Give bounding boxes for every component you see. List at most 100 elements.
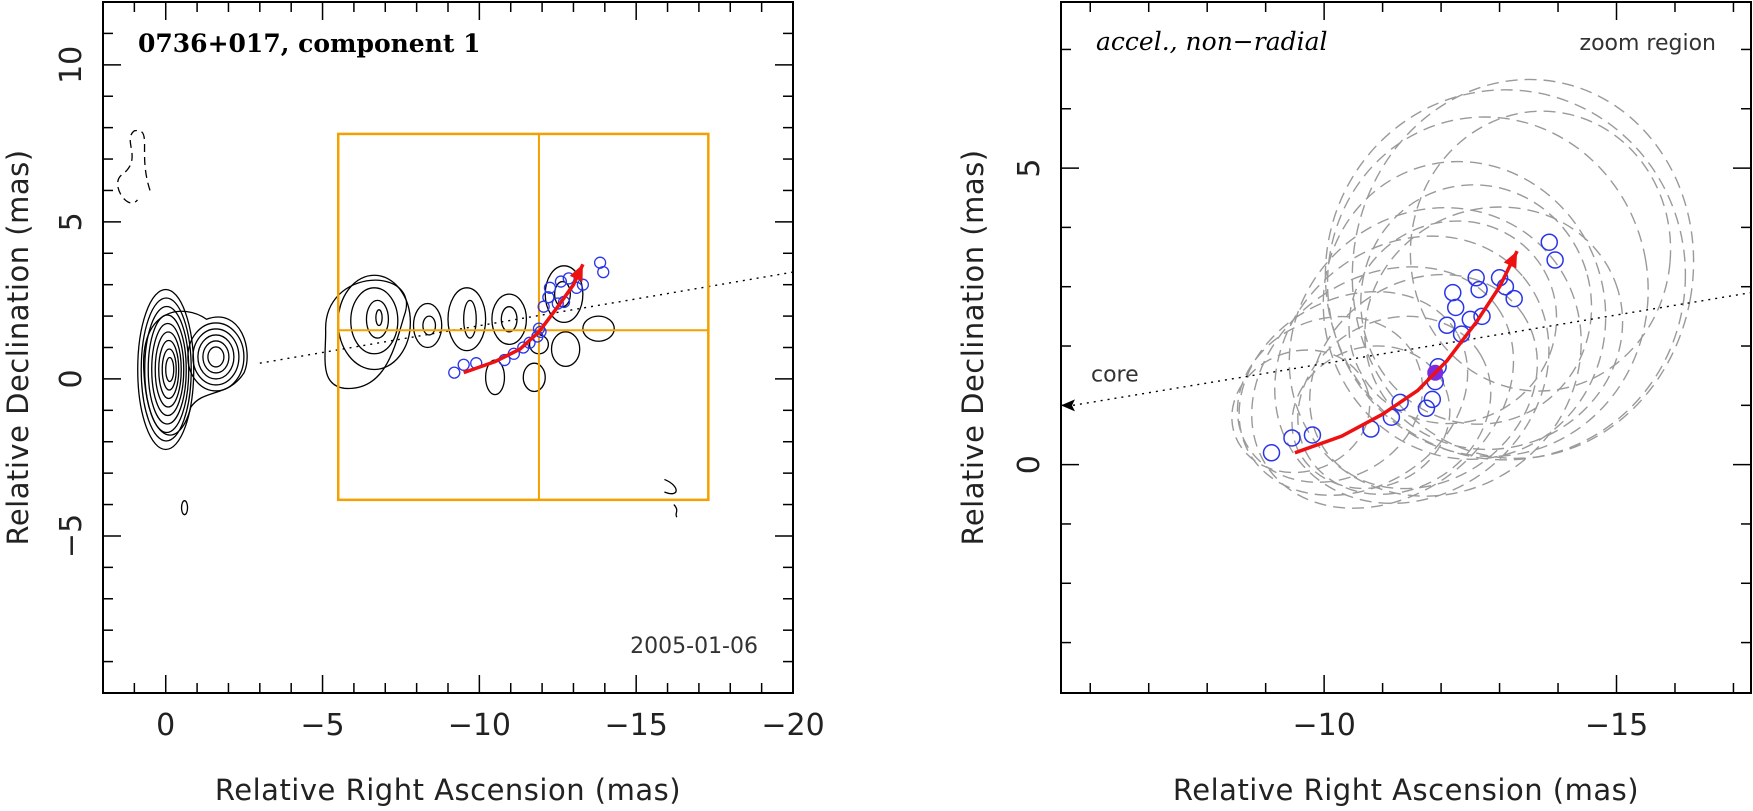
uncertainty-ellipse [1322, 160, 1607, 460]
core-contour [140, 297, 192, 442]
component-position-marker [554, 275, 568, 288]
core-contour [151, 322, 185, 417]
uncertainty-ellipse [1251, 266, 1515, 509]
jet-contour [550, 331, 581, 367]
core-contour [158, 339, 180, 400]
annotation-accel: accel., non−radial [1096, 27, 1328, 56]
uncertainty-ellipse [1360, 184, 1593, 425]
uncertainty-ellipses [1231, 78, 1695, 509]
right-jet-axis [1072, 291, 1752, 407]
core-contour [137, 288, 195, 451]
component-position-marker [543, 281, 557, 294]
right-panel: −10 −15 0 5 core accel., non−radial zoom regio… [956, 1, 1752, 807]
right-x-tick-label: −10 [1292, 708, 1355, 743]
component-position-marker [576, 278, 590, 291]
component-position-marker [1540, 233, 1559, 251]
component-position-marker [562, 272, 575, 285]
component-position-marker [517, 341, 530, 354]
left-panel: 0 −5 −10 −15 −20 −5 0 5 10 0736+017, component 1 2… [1, 1, 825, 807]
core-lobe-contour [202, 340, 230, 374]
uncertainty-ellipse [1364, 206, 1624, 451]
right-fit-trajectory [1294, 250, 1519, 455]
uncertainty-ellipse [1288, 207, 1582, 497]
left-x-tick-label: −20 [761, 708, 824, 743]
core-lobe-contour [187, 322, 245, 392]
jet-contour [365, 299, 390, 339]
left-plot-frame [102, 1, 794, 694]
jet-contour [522, 362, 546, 393]
component-position-marker [597, 265, 610, 279]
component-position-marker [1473, 307, 1491, 326]
left-x-tick-label: −10 [448, 708, 511, 743]
right-plot-frame [1060, 1, 1752, 694]
right-y-tick-label: 5 [1012, 159, 1047, 178]
right-x-tick-label: −15 [1585, 708, 1648, 743]
component-position-marker [1467, 269, 1485, 287]
left-y-tick-label: 0 [54, 369, 89, 388]
component-position-marker [1423, 390, 1442, 409]
jet-contour [337, 274, 412, 371]
left-y-tick-label: −5 [54, 514, 89, 558]
core-contour [147, 314, 187, 425]
core-contour [161, 348, 177, 391]
component-position-marker [1391, 393, 1409, 412]
left-x-tick-label: −15 [605, 708, 668, 743]
component-position-marker [523, 336, 536, 349]
jet-contour [463, 299, 477, 339]
jet-envelope-contour [324, 279, 407, 389]
epoch-label: 2005-01-06 [630, 634, 758, 659]
jet-contour [412, 302, 443, 349]
component-position-marker [1446, 298, 1465, 317]
uncertainty-ellipse [1348, 220, 1558, 425]
core-lobe-contour [197, 334, 235, 380]
component-position-marker [457, 358, 470, 371]
core-contour [154, 331, 182, 408]
right-y-tick-label: 0 [1012, 455, 1047, 474]
core-envelope-contour [143, 310, 248, 436]
left-x-axis-label: Relative Right Ascension (mas) [215, 773, 681, 807]
left-fit-trajectory [463, 263, 585, 375]
small-contour [664, 478, 677, 495]
left-y-tick-label: 5 [54, 212, 89, 231]
uncertainty-ellipse [1297, 315, 1492, 496]
jet-contour [500, 306, 518, 333]
uncertainty-ellipse [1274, 235, 1550, 505]
component-position-marker [1283, 429, 1301, 447]
right-x-axis-label: Relative Right Ascension (mas) [1173, 773, 1639, 807]
jet-contour [544, 265, 584, 324]
left-y-axis-label: Relative Declination (mas) [1, 149, 35, 545]
uncertainty-ellipse [1326, 116, 1649, 458]
core-lobe-contour [192, 328, 240, 386]
component-position-marker [1546, 251, 1564, 269]
zoom-region-box [336, 132, 710, 502]
jet-contour [491, 293, 528, 346]
uncertainty-ellipse [1309, 273, 1539, 490]
uncertainty-ellipse [1409, 110, 1672, 392]
core-label: core [1091, 362, 1139, 387]
left-x-tick-label: 0 [156, 708, 175, 743]
left-y-tick-label: 10 [54, 46, 89, 84]
core-direction-arrowhead [1061, 399, 1075, 412]
jet-contour [422, 315, 437, 336]
component-position-marker [1438, 316, 1456, 335]
component-position-marker [448, 366, 461, 379]
left-title: 0736+017, component 1 [138, 29, 481, 58]
component-position-marker [534, 325, 547, 338]
right-fit-arrowhead [1503, 251, 1518, 269]
uncertainty-ellipse [1324, 89, 1687, 461]
component-position-marker [537, 300, 550, 313]
component-position-marker [1470, 280, 1488, 299]
uncertainty-ellipse [1238, 290, 1469, 496]
component-position-marker [1444, 283, 1462, 302]
small-contour [180, 500, 189, 516]
component-position-marker [1262, 444, 1281, 462]
small-contour [673, 504, 678, 518]
jet-contour [350, 287, 399, 355]
jet-contour [447, 287, 487, 352]
left-core-contours [117, 130, 678, 518]
jet-contour [582, 315, 615, 342]
uncertainty-ellipse [1236, 315, 1424, 483]
zoom-region-label: zoom region [1580, 31, 1716, 56]
component-position-marker [1303, 426, 1322, 444]
negative-contour [117, 130, 151, 204]
